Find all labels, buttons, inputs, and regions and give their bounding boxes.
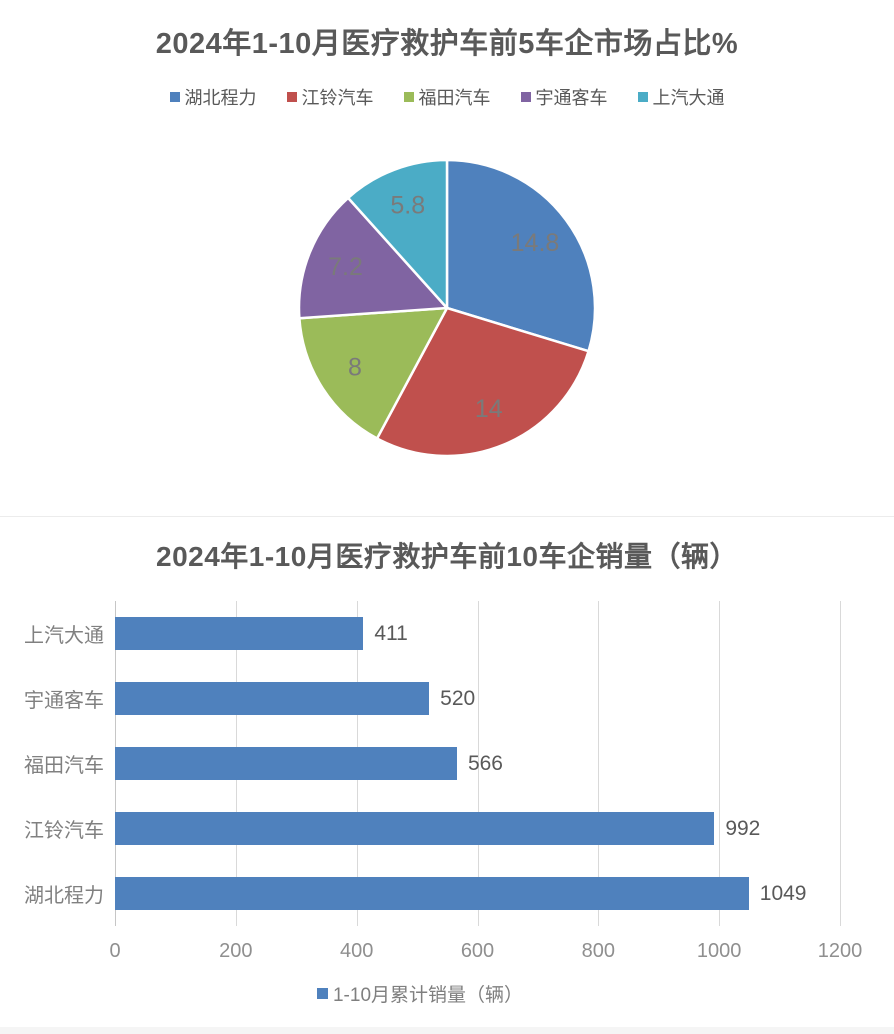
bar-value-label: 411 [374,621,408,645]
x-tick-label: 400 [339,940,374,962]
x-tick-label: 0 [109,940,121,962]
pie-slice [445,158,597,353]
x-tick-label: 600 [460,940,495,962]
bar [115,812,715,845]
legend-item: 宇通客车 [520,84,608,110]
pie-chart-svg: 14.8 14 8 7.2 5.8 [297,158,597,458]
pie-data-label: 8 [348,354,362,382]
bar [115,617,364,650]
pie-data-label: 7.2 [328,253,363,281]
gridline [719,601,721,926]
gridline [598,601,600,926]
legend-item: 湖北程力 [169,84,257,110]
pie-chart-section: 2024年1-10月医疗救护车前5车企市场占比% 湖北程力 江铃汽车 福田汽车 宇通客… [0,28,894,517]
legend-swatch-icon [286,92,297,102]
x-tick-label: 200 [219,940,253,962]
pie-data-label: 14.8 [511,229,560,257]
x-tick-label: 1000 [696,940,742,962]
legend-label: 福田汽车 [418,88,491,108]
bar-category-label: 上汽大通 [24,625,104,647]
bar-chart-section: 2024年1-10月医疗救护车前10车企销量（辆） 上汽大通 411 宇通客车 520… [0,517,894,1026]
bar-plot: 上汽大通 411 宇通客车 520 福田汽车 566 江铃汽车 992 湖北程力 1049 [0,601,841,926]
legend-swatch-icon [316,987,328,999]
bar-value-label: 520 [440,686,476,710]
bar [115,682,430,715]
bar-row: 上汽大通 411 [24,601,840,666]
legend-swatch-icon [637,92,648,102]
gridline [477,601,479,926]
legend-swatch-icon [169,92,180,102]
legend-swatch-icon [520,92,531,102]
legend-label: 上汽大通 [652,88,725,108]
legend-item: 上汽大通 [637,84,725,110]
bar-row: 江铃汽车 992 [24,796,840,861]
pie-data-label: 5.8 [390,192,425,220]
bar-row: 湖北程力 1049 [24,861,840,926]
bar-category-label: 湖北程力 [24,885,104,907]
bar-category-label: 宇通客车 [24,690,104,712]
legend-label: 江铃汽车 [301,88,374,108]
bar-value-label: 992 [725,816,761,840]
bar-category-label: 江铃汽车 [24,820,104,842]
pie-chart: 14.8 14 8 7.2 5.8 [0,152,894,464]
bar-category-label: 福田汽车 [24,755,104,777]
bottom-divider [0,1027,894,1034]
bar [115,877,749,910]
bar-legend: 1-10月累计销量（辆） [0,980,840,1006]
legend-item: 福田汽车 [403,84,491,110]
legend-swatch-icon [403,92,414,102]
pie-slice [346,158,449,310]
legend-item: 1-10月累计销量（辆） [316,980,524,1007]
pie-slice [297,196,449,320]
bar-row: 福田汽车 566 [24,731,840,796]
pie-chart-title: 2024年1-10月医疗救护车前5车企市场占比% [155,28,739,60]
pie-data-label: 14 [475,395,503,423]
legend-label: 湖北程力 [184,88,257,108]
gridline [840,601,841,926]
bar-row: 宇通客车 520 [24,666,840,731]
pie-legend: 湖北程力 江铃汽车 福田汽车 宇通客车 上汽大通 [0,86,894,108]
pie-slice [298,306,449,440]
bar [115,747,457,780]
legend-item: 江铃汽车 [286,84,374,110]
x-axis: 0 200 400 600 800 1000 1200 [109,932,862,966]
legend-label: 1-10月累计销量（辆） [332,984,524,1006]
pie-slice [375,306,590,458]
bar-value-label: 566 [467,751,503,775]
bar-value-label: 1049 [759,881,807,905]
bar-chart-title: 2024年1-10月医疗救护车前10车企销量（辆） [156,541,738,572]
x-tick-label: 800 [581,940,616,962]
legend-label: 宇通客车 [535,88,608,108]
x-tick-label: 1200 [817,940,863,962]
